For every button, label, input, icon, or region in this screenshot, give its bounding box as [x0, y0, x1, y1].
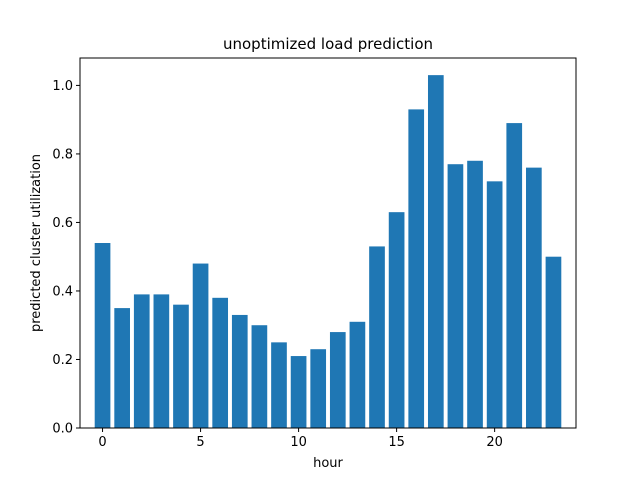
bar-hour-19 — [467, 160, 483, 428]
x-tick-label: 20 — [486, 435, 503, 450]
x-axis-label: hour — [313, 456, 343, 471]
bar-hour-7 — [231, 314, 248, 428]
bar-hour-13 — [349, 321, 366, 428]
bar-hour-11 — [310, 349, 327, 428]
bar-hour-5 — [192, 263, 209, 428]
bar-hour-17 — [427, 75, 444, 428]
bar-hour-22 — [526, 167, 542, 428]
bar-hour-9 — [271, 342, 287, 428]
bar-hour-10 — [290, 356, 307, 428]
bar-hour-12 — [329, 332, 346, 428]
bar-hour-18 — [447, 164, 464, 428]
bar-hour-1 — [114, 308, 130, 428]
chart-title: unoptimized load prediction — [223, 35, 433, 53]
bar-hour-6 — [212, 297, 229, 428]
x-tick-label: 15 — [388, 435, 405, 450]
y-axis: 0.0 0.2 0.4 0.6 0.8 1.0 — [52, 79, 80, 437]
x-tick-label: 0 — [98, 435, 106, 450]
y-tick-label: 0.4 — [52, 284, 73, 299]
bar-hour-21 — [506, 123, 523, 428]
bar-hour-16 — [408, 109, 425, 428]
bar-hour-23 — [545, 256, 562, 428]
bar-hour-15 — [388, 212, 405, 428]
y-axis-label: predicted cluster utilization — [29, 154, 44, 332]
y-tick-label: 1.0 — [52, 79, 73, 94]
bar-hour-3 — [153, 294, 170, 428]
x-tick-label: 5 — [196, 435, 204, 450]
y-tick-label: 0.6 — [52, 216, 73, 231]
y-tick-label: 0.2 — [52, 353, 73, 368]
bar-hour-0 — [94, 243, 111, 428]
bar-hour-14 — [369, 246, 385, 428]
y-tick-label: 0.8 — [52, 147, 73, 162]
bar-hour-4 — [173, 304, 189, 428]
bar-hour-8 — [251, 325, 268, 428]
bar-hour-2 — [133, 294, 150, 428]
plot-frame — [79, 57, 577, 429]
y-tick-label: 0.0 — [52, 422, 73, 437]
x-axis: 0 5 10 15 20 — [98, 428, 503, 450]
bar-hour-20 — [486, 181, 503, 428]
bars-group — [94, 75, 562, 428]
x-tick-label: 10 — [290, 435, 307, 450]
